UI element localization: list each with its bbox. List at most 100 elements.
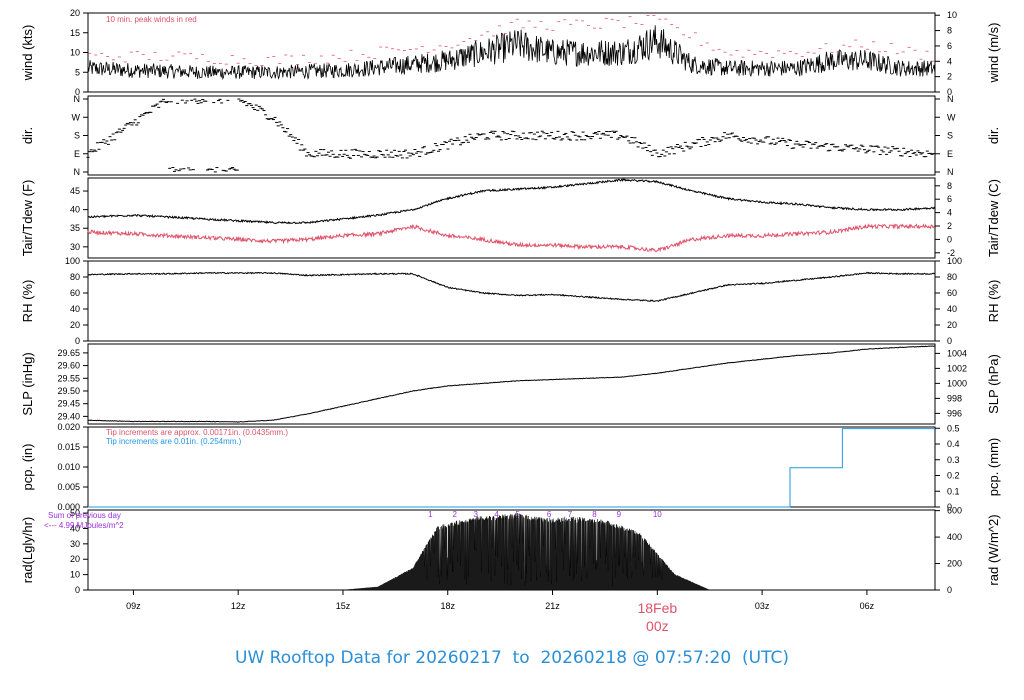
time-tick-label: 21z xyxy=(545,601,560,611)
time-tick-label: 15z xyxy=(336,601,351,611)
time-tick-label: 03z xyxy=(755,601,770,611)
tick-label-right-rad-wm2: 0 xyxy=(947,585,952,595)
radiation-hour-mark: 9 xyxy=(617,510,622,519)
title-time: 07:57:20 xyxy=(654,648,732,668)
tick-label-right-rh: 20 xyxy=(947,320,957,330)
tick-label-right-rad-wm2: 600 xyxy=(947,506,962,516)
tick-label-right-dir: N xyxy=(947,94,954,104)
tick-label-right-rh: 80 xyxy=(947,272,957,282)
precipitation-line xyxy=(88,428,935,508)
tick-label-left-slp: 29.65 xyxy=(57,348,80,358)
tick-label-right-slp-hpa: 996 xyxy=(947,408,962,418)
ylabel-right-wind: wind (m/s) xyxy=(986,23,1001,84)
day-marker-hour: 00z xyxy=(646,618,669,634)
tick-label-left-temp: 35 xyxy=(70,223,80,233)
wind-note: 10 min. peak winds in red xyxy=(106,15,197,24)
radiation-hour-mark: 2 xyxy=(453,510,458,519)
ylabel-left-temp: Tair/Tdew (F) xyxy=(20,180,35,257)
tick-label-right-temp-c: 6 xyxy=(947,194,952,204)
ylabel-left-rad: rad(Lgly/hr) xyxy=(20,517,35,583)
tick-label-left-rad: 40 xyxy=(70,523,80,533)
tick-label-left-dir: N xyxy=(74,94,81,104)
title-at: @ xyxy=(632,648,650,668)
tick-label-left-pcp: 0.015 xyxy=(57,442,80,452)
tick-label-right-wind-ms: 4 xyxy=(947,56,952,66)
time-tick-label: 18z xyxy=(440,601,455,611)
chart-title: UW Rooftop Data for 20260217 to 20260218… xyxy=(0,648,1024,668)
tick-label-right-pcp-mm: 0 xyxy=(947,502,952,512)
tick-label-left-rh: 40 xyxy=(70,304,80,314)
tick-label-left-wind: 5 xyxy=(75,67,80,77)
tick-label-right-slp-hpa: 998 xyxy=(947,393,962,403)
panel-frame-slp xyxy=(87,343,936,425)
title-tz: (UTC) xyxy=(742,648,789,668)
tick-label-right-temp-c: 4 xyxy=(947,208,952,218)
ylabel-left-slp: SLP (inHg) xyxy=(20,352,35,415)
ylabel-right-slp: SLP (hPa) xyxy=(986,354,1001,414)
tick-label-left-temp: 30 xyxy=(70,242,80,252)
tick-label-right-slp-hpa: 1000 xyxy=(947,378,967,388)
tick-label-left-rh: 100 xyxy=(65,256,80,266)
tick-label-right-rad-wm2: 200 xyxy=(947,559,962,569)
ylabel-left-pcp: pcp. (in) xyxy=(20,444,35,491)
tick-label-left-pcp: 0.005 xyxy=(57,482,80,492)
tick-label-right-slp-hpa: 1004 xyxy=(947,348,967,358)
tick-label-right-wind-ms: 2 xyxy=(947,72,952,82)
tick-label-right-pcp-mm: 0.2 xyxy=(947,471,960,481)
tick-label-left-dir: E xyxy=(74,149,80,159)
ylabel-left-rh: RH (%) xyxy=(20,280,35,323)
tick-label-right-dir: W xyxy=(947,112,956,122)
tick-label-left-temp: 40 xyxy=(70,205,80,215)
title-to: to xyxy=(512,648,530,668)
tick-label-right-pcp-mm: 0.5 xyxy=(947,423,960,433)
tick-label-left-dir: N xyxy=(74,167,81,177)
tick-label-right-temp-c: 0 xyxy=(947,234,952,244)
ylabel-right-temp: Tair/Tdew (C) xyxy=(986,179,1001,257)
tick-label-right-dir: E xyxy=(947,149,953,159)
radiation-note-line2: <--- 4.99 MJoules/m^2 xyxy=(44,521,124,530)
wind-speed-line xyxy=(87,25,936,81)
tick-label-right-temp-c: 8 xyxy=(947,181,952,191)
tick-label-right-dir: N xyxy=(947,167,954,177)
day-marker-date: 18Feb xyxy=(637,600,677,616)
tick-label-right-dir: S xyxy=(947,131,953,141)
tick-label-right-rh: 100 xyxy=(947,256,962,266)
tick-label-right-pcp-mm: 0.3 xyxy=(947,455,960,465)
ylabel-right-dir: dir. xyxy=(986,127,1001,144)
radiation-hour-mark: 6 xyxy=(547,510,552,519)
title-end-date: 20260218 xyxy=(540,648,628,668)
tick-label-left-rh: 0 xyxy=(75,336,80,346)
tick-label-left-dir: W xyxy=(72,112,81,122)
ylabel-right-pcp: pcp. (mm) xyxy=(986,438,1001,497)
tick-label-left-rad: 50 xyxy=(70,508,80,518)
tick-label-left-slp: 29.55 xyxy=(57,373,80,383)
tick-label-right-rad-wm2: 400 xyxy=(947,532,962,542)
tick-label-left-rh: 20 xyxy=(70,320,80,330)
tick-label-right-wind-ms: 10 xyxy=(947,10,957,20)
tick-label-left-rh: 80 xyxy=(70,272,80,282)
tick-label-left-wind: 0 xyxy=(75,87,80,97)
sea-level-pressure-line xyxy=(87,345,935,423)
radiation-hour-mark: 7 xyxy=(568,510,573,519)
time-tick-label: 06z xyxy=(860,601,875,611)
tick-label-left-wind: 10 xyxy=(70,48,80,58)
tick-label-left-rad: 20 xyxy=(70,554,80,564)
tick-label-left-pcp: 0.000 xyxy=(57,502,80,512)
radiation-hour-mark: 8 xyxy=(592,510,597,519)
dewpoint-line xyxy=(87,223,935,253)
tick-label-right-rh: 40 xyxy=(947,304,957,314)
radiation-hour-mark: 10 xyxy=(653,510,662,519)
ylabel-right-rh: RH (%) xyxy=(986,280,1001,323)
title-start-date: 20260217 xyxy=(415,648,502,668)
panel-frame-dir xyxy=(87,95,936,176)
radiation-area xyxy=(88,513,935,591)
tick-label-right-wind-ms: 8 xyxy=(947,26,952,36)
tick-label-left-rad: 30 xyxy=(70,539,80,549)
title-prefix: UW Rooftop Data for xyxy=(235,648,410,668)
relative-humidity-line xyxy=(87,271,935,302)
air-temperature-line xyxy=(87,178,936,225)
tick-label-right-wind-ms: 6 xyxy=(947,41,952,51)
radiation-hour-mark: 1 xyxy=(428,510,433,519)
tick-label-left-rad: 10 xyxy=(70,570,80,580)
